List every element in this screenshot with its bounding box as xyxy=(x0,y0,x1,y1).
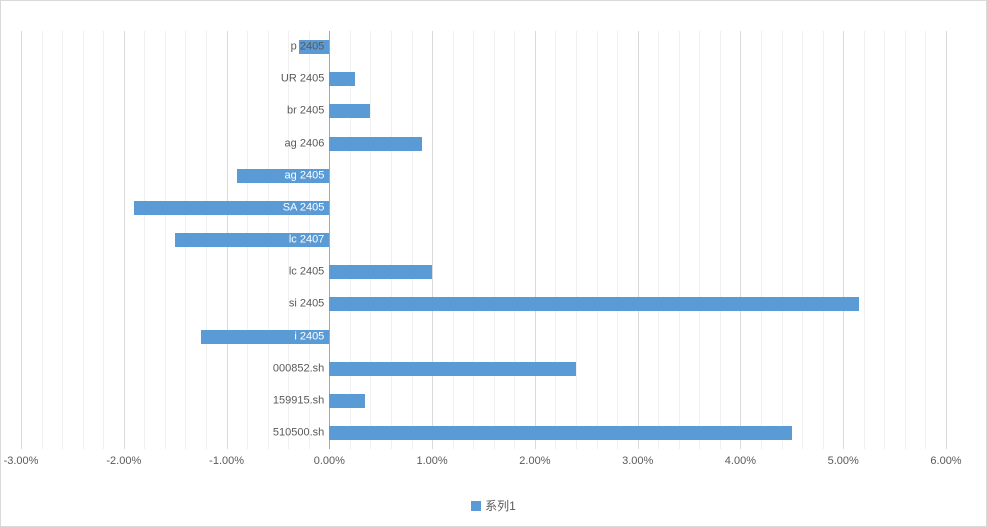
minor-gridline xyxy=(596,31,598,449)
minor-gridline xyxy=(904,31,906,449)
bar-510500-sh[interactable] xyxy=(329,425,792,440)
category-label: 000852.sh xyxy=(272,362,325,375)
minor-gridline xyxy=(349,31,351,449)
category-label: UR 2405 xyxy=(280,72,325,85)
minor-gridline xyxy=(411,31,413,449)
bar-i-2405[interactable] xyxy=(200,329,330,344)
category-label: 159915.sh xyxy=(272,394,325,407)
major-gridline xyxy=(637,31,639,449)
bar-ag-2405[interactable] xyxy=(236,168,330,183)
x-axis-tick-label: 0.00% xyxy=(313,455,345,467)
plot-area: p 2405 UR 2405 br 2405 ag 2406 ag 2405 SA 240… xyxy=(21,31,947,449)
minor-gridline xyxy=(822,31,824,449)
bar-si-2405[interactable] xyxy=(329,297,859,312)
category-label: ag 2406 xyxy=(284,137,325,149)
major-gridline xyxy=(946,31,947,449)
category-label: 510500.sh xyxy=(272,426,325,439)
minor-gridline xyxy=(617,31,619,449)
minor-gridline xyxy=(452,31,454,449)
legend[interactable]: 系列1 xyxy=(1,497,986,514)
major-gridline xyxy=(21,31,22,449)
bar-000852-sh[interactable] xyxy=(329,361,576,376)
category-axis-line xyxy=(329,31,331,449)
bar-sa-2405[interactable] xyxy=(134,200,330,215)
category-label: SA 2405 xyxy=(282,201,325,214)
major-gridline xyxy=(432,31,434,449)
x-axis-tick-label: 2.00% xyxy=(519,455,551,467)
major-gridline xyxy=(740,31,742,449)
major-gridline xyxy=(843,31,845,449)
minor-gridline xyxy=(103,31,105,449)
minor-gridline xyxy=(555,31,557,449)
minor-gridline xyxy=(41,31,43,449)
x-axis-tick-label: 5.00% xyxy=(827,455,859,467)
bar-lc-2405[interactable] xyxy=(329,265,433,280)
minor-gridline xyxy=(370,31,372,449)
major-gridline xyxy=(123,31,125,449)
bar-lc-2407[interactable] xyxy=(175,233,330,247)
minor-gridline xyxy=(863,31,865,449)
minor-gridline xyxy=(144,31,146,449)
category-label: br 2405 xyxy=(287,104,325,117)
bar-p-2405[interactable] xyxy=(298,40,330,55)
x-axis-tick-label: -2.00% xyxy=(106,455,142,467)
minor-gridline xyxy=(514,31,516,449)
x-axis-tick-label: 1.00% xyxy=(416,455,448,467)
minor-gridline xyxy=(576,31,577,449)
minor-gridline xyxy=(802,31,804,449)
category-label: i 2405 xyxy=(294,330,325,342)
major-gridline xyxy=(534,31,536,449)
category-label: ag 2405 xyxy=(284,169,325,182)
minor-gridline xyxy=(658,31,660,449)
legend-label: 系列1 xyxy=(485,499,516,513)
minor-gridline xyxy=(925,31,927,449)
x-axis-tick-label: -3.00% xyxy=(3,455,39,467)
legend-marker xyxy=(471,500,482,511)
bar-159915-sh[interactable] xyxy=(329,393,366,408)
x-axis-tick-label: 3.00% xyxy=(622,455,654,467)
x-axis-tick-label: -1.00% xyxy=(209,455,245,467)
minor-gridline xyxy=(699,31,701,449)
minor-gridline xyxy=(781,31,783,449)
bar-ur-2405[interactable] xyxy=(329,72,355,87)
minor-gridline xyxy=(884,31,886,449)
minor-gridline xyxy=(391,31,392,449)
x-axis-tick-label: 4.00% xyxy=(724,455,756,467)
category-label: lc 2405 xyxy=(288,265,325,278)
x-axis-tick-label: 6.00% xyxy=(930,455,962,467)
minor-gridline xyxy=(678,31,680,449)
minor-gridline xyxy=(82,31,84,449)
minor-gridline xyxy=(493,31,495,449)
minor-gridline xyxy=(473,31,475,449)
minor-gridline xyxy=(761,31,762,449)
category-label: p 2405 xyxy=(290,40,325,53)
bar-br-2405[interactable] xyxy=(329,104,371,119)
bar-ag-2406[interactable] xyxy=(329,136,422,151)
minor-gridline xyxy=(164,31,166,449)
category-label: si 2405 xyxy=(288,297,325,310)
category-label: lc 2407 xyxy=(288,233,325,246)
minor-gridline xyxy=(62,31,64,449)
minor-gridline xyxy=(719,31,721,449)
